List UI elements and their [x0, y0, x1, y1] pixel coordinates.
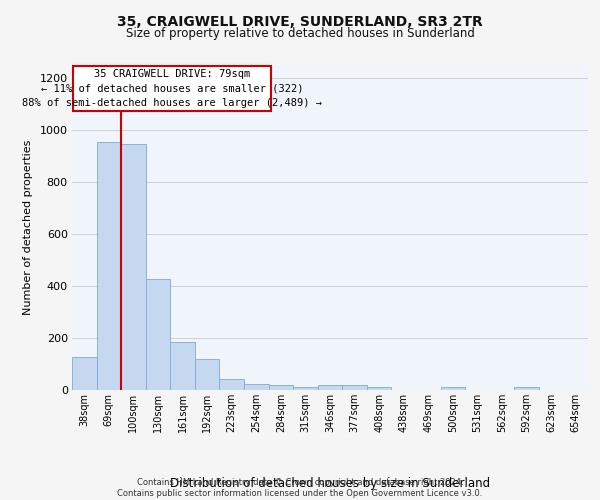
- Bar: [170, 342, 195, 390]
- Bar: [440, 388, 465, 390]
- FancyBboxPatch shape: [73, 66, 271, 110]
- Bar: [121, 144, 146, 390]
- Bar: [293, 387, 318, 390]
- Text: Contains HM Land Registry data © Crown copyright and database right 2024.
Contai: Contains HM Land Registry data © Crown c…: [118, 478, 482, 498]
- Y-axis label: Number of detached properties: Number of detached properties: [23, 140, 33, 315]
- Text: 35, CRAIGWELL DRIVE, SUNDERLAND, SR3 2TR: 35, CRAIGWELL DRIVE, SUNDERLAND, SR3 2TR: [117, 15, 483, 29]
- Bar: [342, 386, 367, 390]
- Text: Size of property relative to detached houses in Sunderland: Size of property relative to detached ho…: [125, 28, 475, 40]
- Bar: [269, 386, 293, 390]
- Bar: [220, 379, 244, 390]
- Bar: [146, 278, 170, 390]
- Bar: [318, 386, 342, 390]
- Text: 35 CRAIGWELL DRIVE: 79sqm
← 11% of detached houses are smaller (322)
88% of semi: 35 CRAIGWELL DRIVE: 79sqm ← 11% of detac…: [22, 68, 322, 108]
- Bar: [97, 142, 121, 390]
- Bar: [195, 359, 220, 390]
- Bar: [367, 388, 391, 390]
- Bar: [244, 384, 269, 390]
- Bar: [514, 388, 539, 390]
- X-axis label: Distribution of detached houses by size in Sunderland: Distribution of detached houses by size …: [170, 476, 490, 490]
- Bar: [72, 356, 97, 390]
